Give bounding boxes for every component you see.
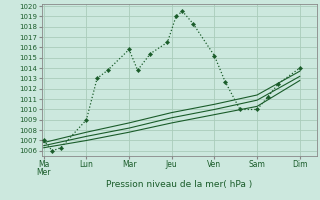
X-axis label: Pression niveau de la mer( hPa ): Pression niveau de la mer( hPa ) [106,180,252,189]
